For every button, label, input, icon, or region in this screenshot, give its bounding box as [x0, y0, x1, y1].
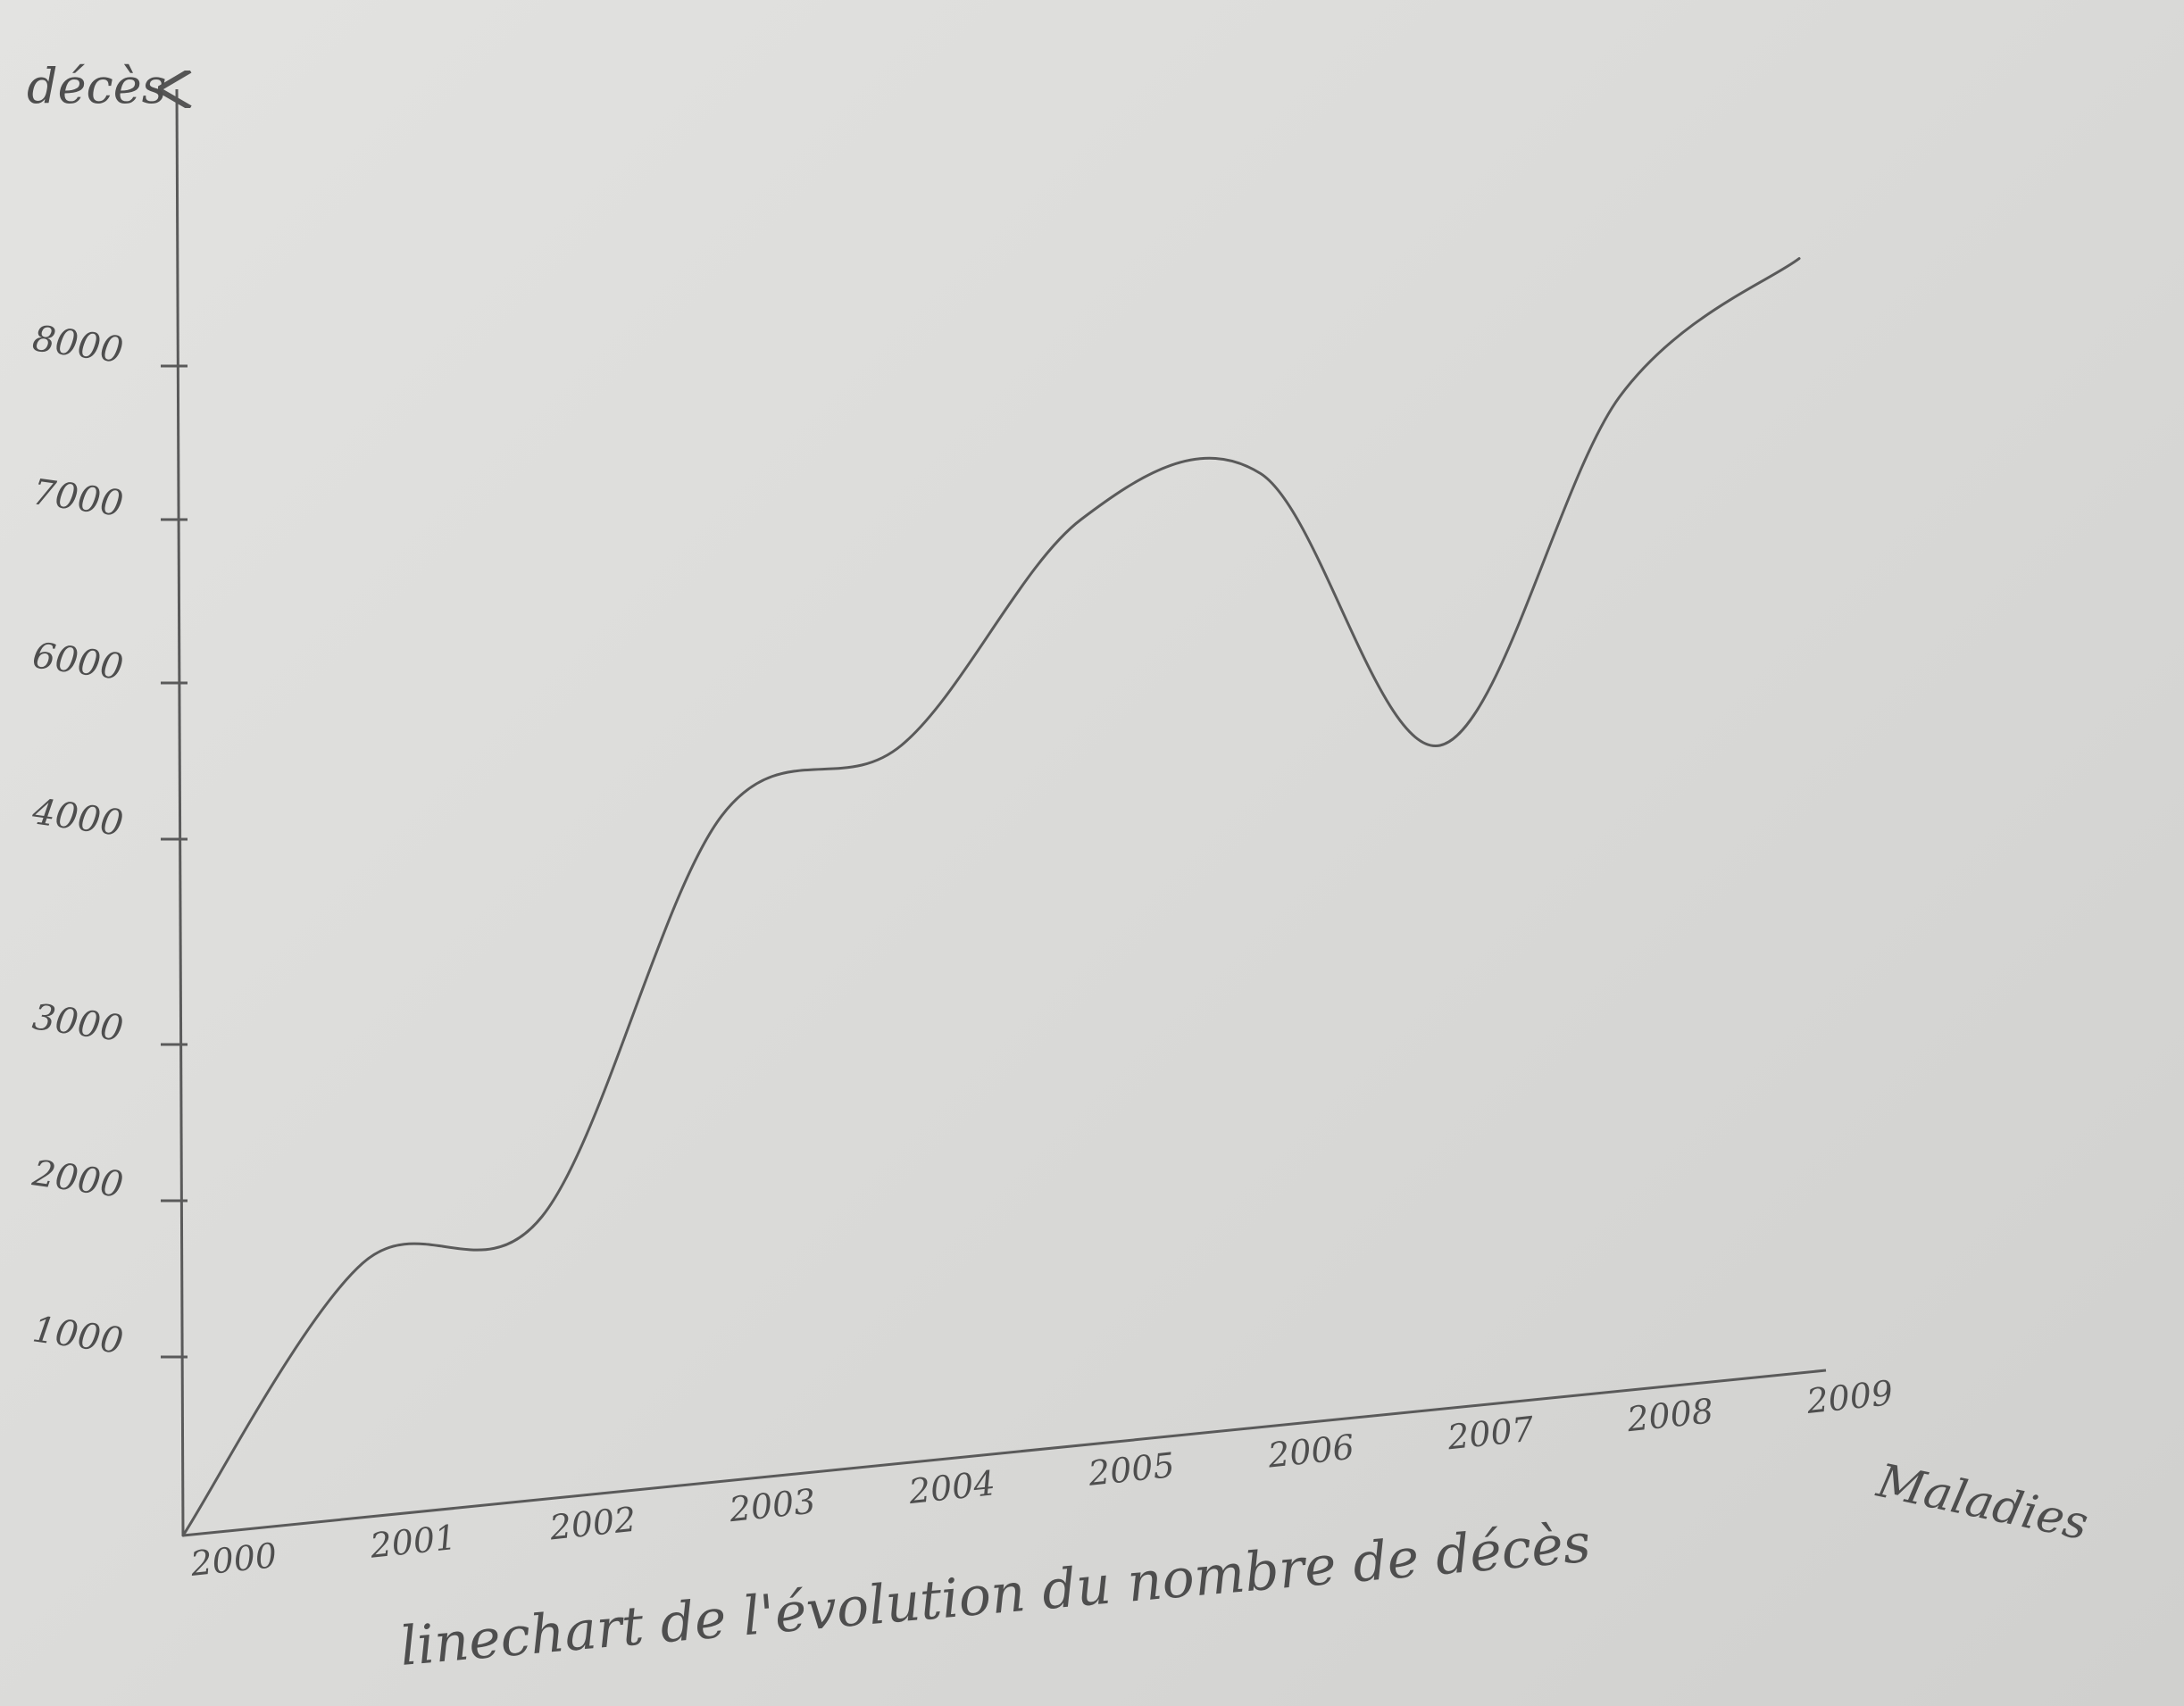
y-tick-label: 7000 [30, 471, 126, 525]
axes [177, 89, 1827, 1537]
y-axis [177, 89, 183, 1536]
x-tick-label: 2000 [188, 1535, 279, 1584]
y-axis-label: décès [27, 58, 166, 114]
x-tick-label: 2007 [1445, 1409, 1537, 1457]
x-tick-label: 2004 [906, 1463, 997, 1511]
x-tick-label: 2002 [547, 1500, 638, 1548]
x-tick-label: 2001 [367, 1518, 458, 1566]
x-tick-label: 2006 [1265, 1427, 1356, 1476]
y-tick-label: 8000 [30, 318, 126, 371]
y-tick-label: 2000 [29, 1153, 126, 1206]
y-tick-label: 4000 [29, 791, 126, 845]
x-axis [182, 1369, 1827, 1537]
y-tick-group [161, 364, 188, 1359]
y-tick-label: 6000 [30, 635, 126, 688]
y-tick-label-group: 1000 2000 3000 4000 6000 7000 8000 [29, 318, 126, 1362]
y-tick-label: 3000 [30, 996, 126, 1050]
x-axis-label: Maladies [1871, 1454, 2092, 1552]
x-tick-label: 2003 [727, 1481, 818, 1529]
x-tick-label: 2005 [1086, 1445, 1177, 1494]
series-line [181, 257, 1801, 1537]
x-tick-label-group: 2000 2001 2002 2003 2004 2005 2006 2007 2008 2009 [188, 1373, 1895, 1584]
x-tick-label: 2009 [1804, 1373, 1895, 1421]
x-tick-label: 2008 [1624, 1391, 1715, 1439]
y-tick-label: 1000 [30, 1309, 126, 1362]
